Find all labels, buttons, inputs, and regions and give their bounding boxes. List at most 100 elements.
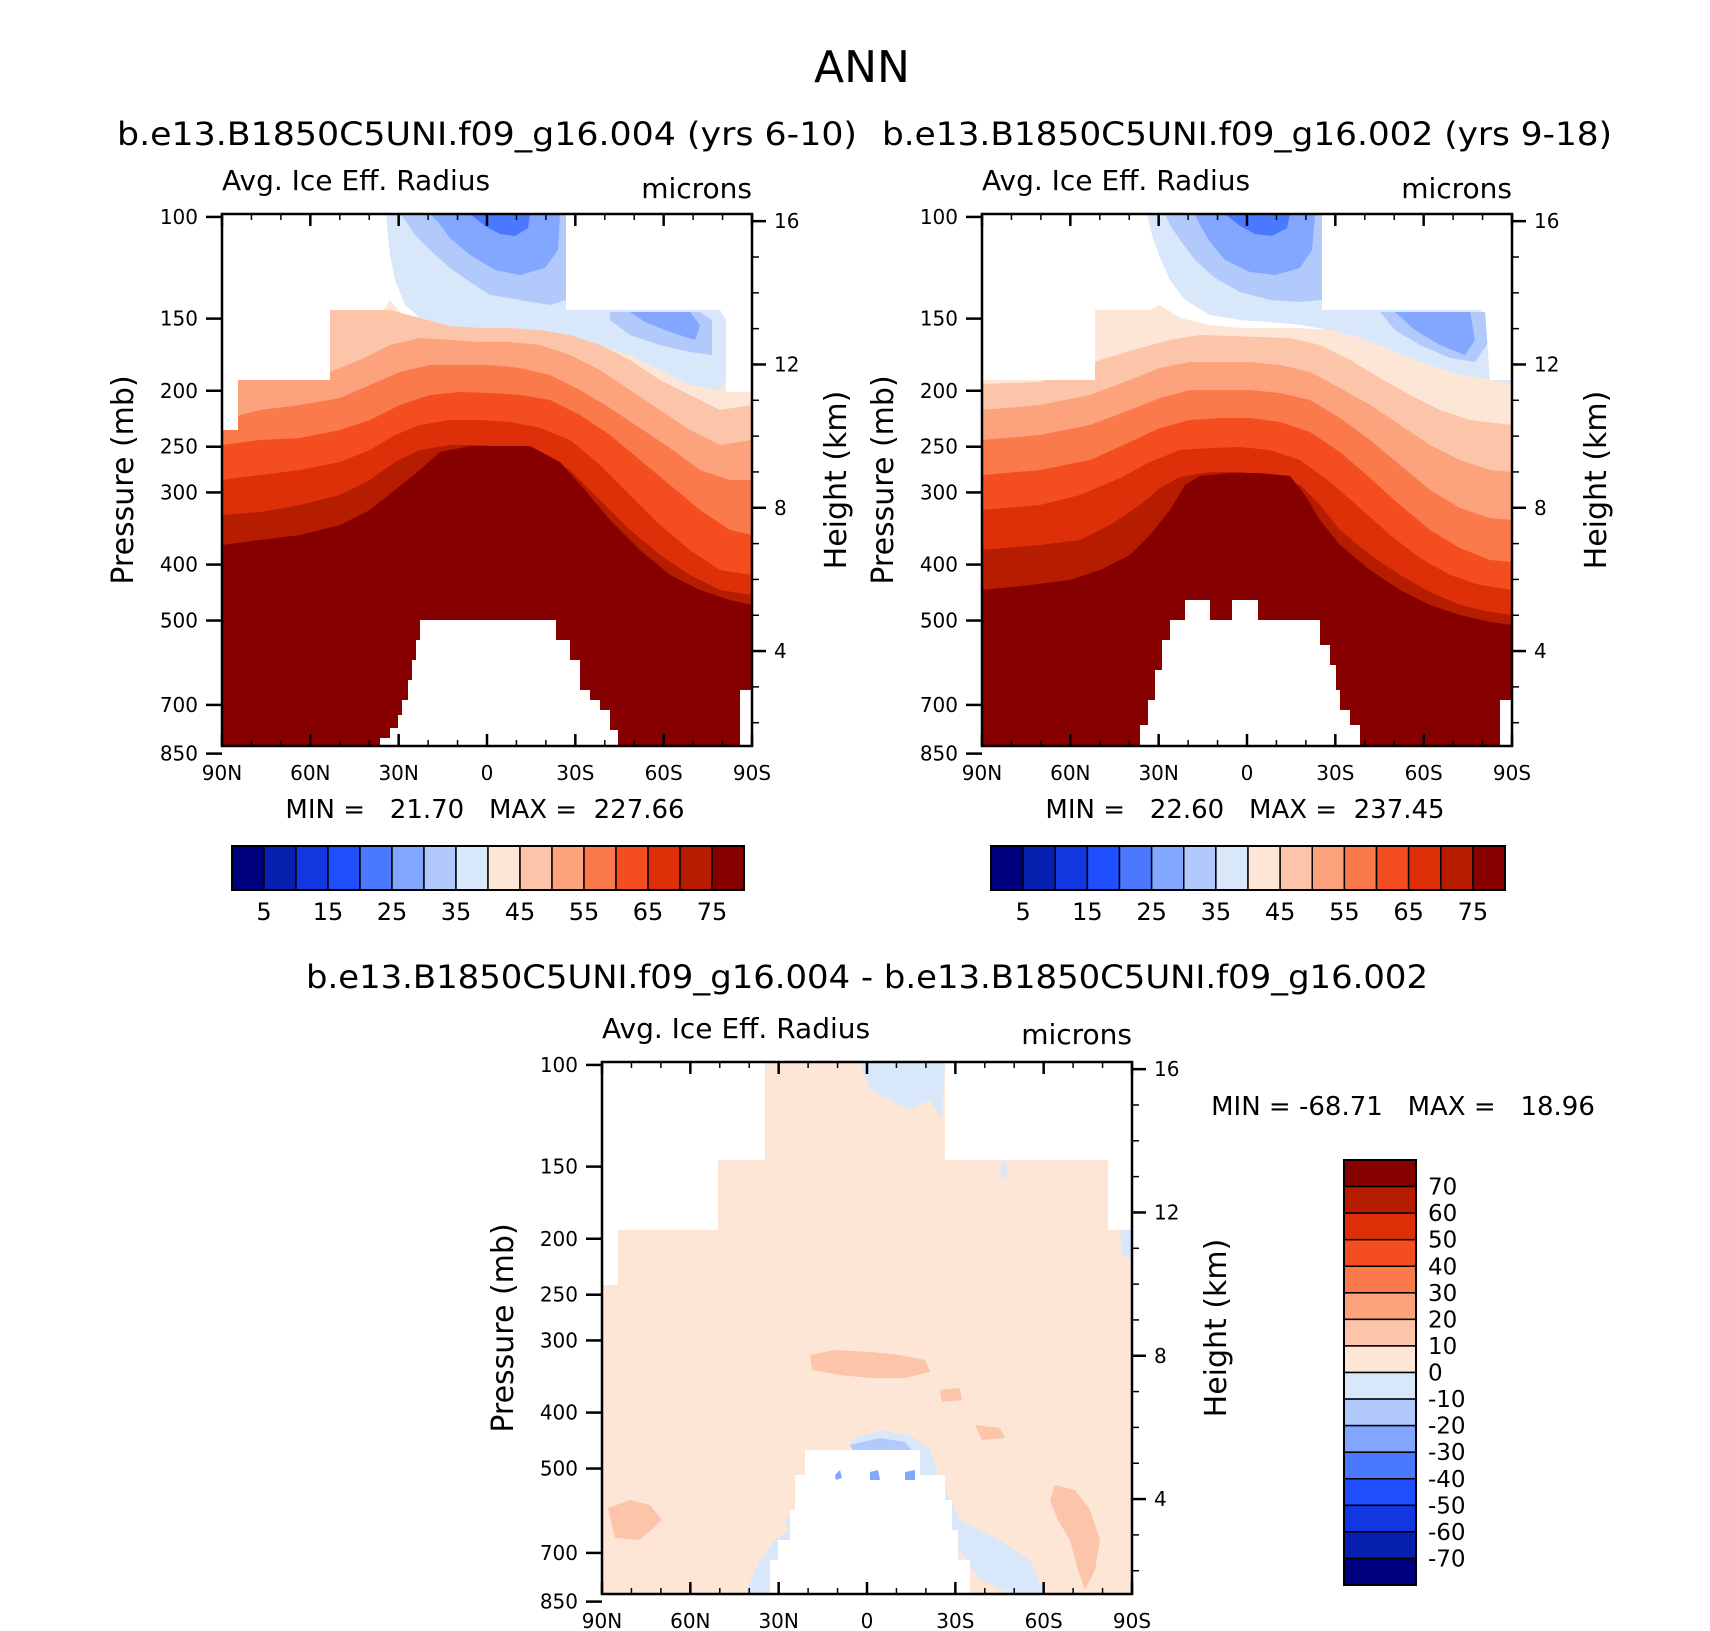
- colorbar-swatch: [423, 845, 457, 891]
- y-right-tick-label: 8: [1154, 1344, 1167, 1368]
- colorbar-label: 65: [633, 898, 664, 926]
- x-tick-label: 60N: [290, 761, 330, 785]
- colorbar-frame: [990, 845, 1506, 891]
- panel-title: b.e13.B1850C5UNI.f09_g16.004 - b.e13.B18…: [306, 958, 1428, 996]
- y-tick-label: 200: [540, 1227, 578, 1251]
- y-tick-label: 250: [540, 1283, 578, 1307]
- colorbar-swatch: [1343, 1345, 1417, 1374]
- y-right-tick-label: 16: [1534, 209, 1559, 233]
- colorbar-label: 55: [1329, 898, 1360, 926]
- x-tick-label: 90N: [582, 1609, 622, 1631]
- x-tick-label: 90N: [202, 761, 242, 785]
- units-label: microns: [1401, 172, 1512, 205]
- contour-field: [222, 214, 752, 746]
- y-tick-label: 400: [540, 1401, 578, 1425]
- min-max-stats: MIN = 22.60 MAX = 237.45: [1045, 795, 1444, 825]
- contour-25-30: [1195, 214, 1475, 355]
- min-max-stats: MIN = 21.70 MAX = 227.66: [285, 795, 684, 825]
- colorbar-swatch: [1279, 845, 1313, 891]
- variable-label: Avg. Ice Eff. Radius: [602, 1012, 870, 1045]
- y-axis-label: Pressure (mb): [866, 375, 901, 584]
- panel-title: b.e13.B1850C5UNI.f09_g16.004 (yrs 6-10): [117, 115, 857, 153]
- colorbar-swatch: [519, 845, 553, 891]
- y-tick-label: 100: [920, 205, 958, 229]
- colorbar-label: 45: [505, 898, 536, 926]
- y-tick-label: 250: [920, 435, 958, 459]
- missing-top: [602, 1062, 1132, 1285]
- y-right-tick-label: 12: [774, 352, 799, 376]
- colorbar-swatch: [1440, 845, 1474, 891]
- x-tick-label: 60S: [1405, 761, 1443, 785]
- colorbar-label: 50: [1428, 1228, 1457, 1254]
- contour-25-30: [430, 214, 700, 340]
- colorbar-swatch: [1343, 1371, 1417, 1400]
- x-tick-label: 30N: [758, 1609, 798, 1631]
- colorbar-swatch: [359, 845, 393, 891]
- y-tick-label: 700: [920, 693, 958, 717]
- colorbar-label: 15: [313, 898, 344, 926]
- colorbar-label: 75: [697, 898, 728, 926]
- y-right-tick-label: 16: [774, 209, 799, 233]
- colorbar-label: 75: [1458, 898, 1489, 926]
- x-tick-label: 60S: [645, 761, 683, 785]
- y-tick-label: 200: [160, 379, 198, 403]
- x-tick-label: 30S: [556, 761, 594, 785]
- y-tick-label: 300: [920, 480, 958, 504]
- colorbar-label: 55: [569, 898, 600, 926]
- colorbar-swatch: [327, 845, 361, 891]
- figure-title: ANN: [814, 42, 910, 93]
- colorbar-swatch: [583, 845, 617, 891]
- y-right-tick-label: 16: [1154, 1057, 1179, 1081]
- min-max-stats: MIN = -68.71 MAX = 18.96: [1211, 1092, 1595, 1122]
- colorbar-label: -50: [1428, 1493, 1466, 1519]
- y-tick-label: 850: [920, 742, 958, 766]
- colorbar-swatch: [1086, 845, 1121, 891]
- panel-title: b.e13.B1850C5UNI.f09_g16.002 (yrs 9-18): [882, 115, 1612, 153]
- panel-difference: b.e13.B1850C5UNI.f09_g16.004 - b.e13.B18…: [306, 958, 1595, 1631]
- x-tick-label: 60N: [1050, 761, 1090, 785]
- colorbar-swatch: [1022, 845, 1056, 891]
- y-tick-label: 100: [540, 1053, 578, 1077]
- colorbar-swatch: [1343, 1212, 1417, 1241]
- y-tick-label: 700: [160, 693, 198, 717]
- variable-label: Avg. Ice Eff. Radius: [982, 164, 1250, 197]
- colorbar-label: -30: [1428, 1440, 1466, 1466]
- colorbar-label: 35: [441, 898, 472, 926]
- y-tick-label: 850: [540, 1590, 578, 1614]
- colorbar-frame: [231, 845, 745, 891]
- colorbar-label: 65: [1393, 898, 1424, 926]
- colorbar-swatch: [1343, 1265, 1417, 1294]
- y-tick-label: 300: [160, 480, 198, 504]
- colorbar-frame: [1343, 1159, 1417, 1586]
- y-tick-label: 500: [160, 609, 198, 633]
- colorbar-swatch: [1343, 1292, 1417, 1321]
- colorbar-swatch: [1407, 845, 1442, 891]
- colorbar-swatch: [231, 845, 265, 891]
- colorbar-label: 70: [1428, 1175, 1457, 1201]
- colorbar-label: 25: [1136, 898, 1167, 926]
- y-right-tick-label: 8: [774, 496, 787, 520]
- colorbar-label: 10: [1428, 1334, 1457, 1360]
- colorbar-label: 60: [1428, 1201, 1457, 1227]
- y-tick-label: 200: [920, 379, 958, 403]
- y-axis-label: Pressure (mb): [106, 375, 141, 584]
- y-tick-label: 150: [540, 1155, 578, 1179]
- y-tick-label: 500: [920, 609, 958, 633]
- colorbar-swatch: [1343, 1557, 1417, 1586]
- colorbar-swatch: [1247, 845, 1281, 891]
- y-tick-label: 700: [540, 1541, 578, 1565]
- y-right-tick-label: 8: [1534, 496, 1547, 520]
- colorbar-label: 15: [1072, 898, 1103, 926]
- colorbar-label: 5: [256, 898, 271, 926]
- colorbar-swatch: [455, 845, 489, 891]
- colorbar-swatch: [711, 845, 745, 891]
- x-tick-label: 0: [481, 761, 494, 785]
- colorbar-swatch: [990, 845, 1024, 891]
- y-axis-label-right: Height (km): [1579, 391, 1614, 570]
- contour-75-plus: [222, 446, 752, 746]
- colorbar-swatch: [679, 845, 713, 891]
- x-tick-label: 30S: [1316, 761, 1354, 785]
- colorbar-swatch: [1375, 845, 1410, 891]
- y-right-tick-label: 4: [1534, 639, 1547, 663]
- colorbar-swatch: [1343, 1159, 1417, 1188]
